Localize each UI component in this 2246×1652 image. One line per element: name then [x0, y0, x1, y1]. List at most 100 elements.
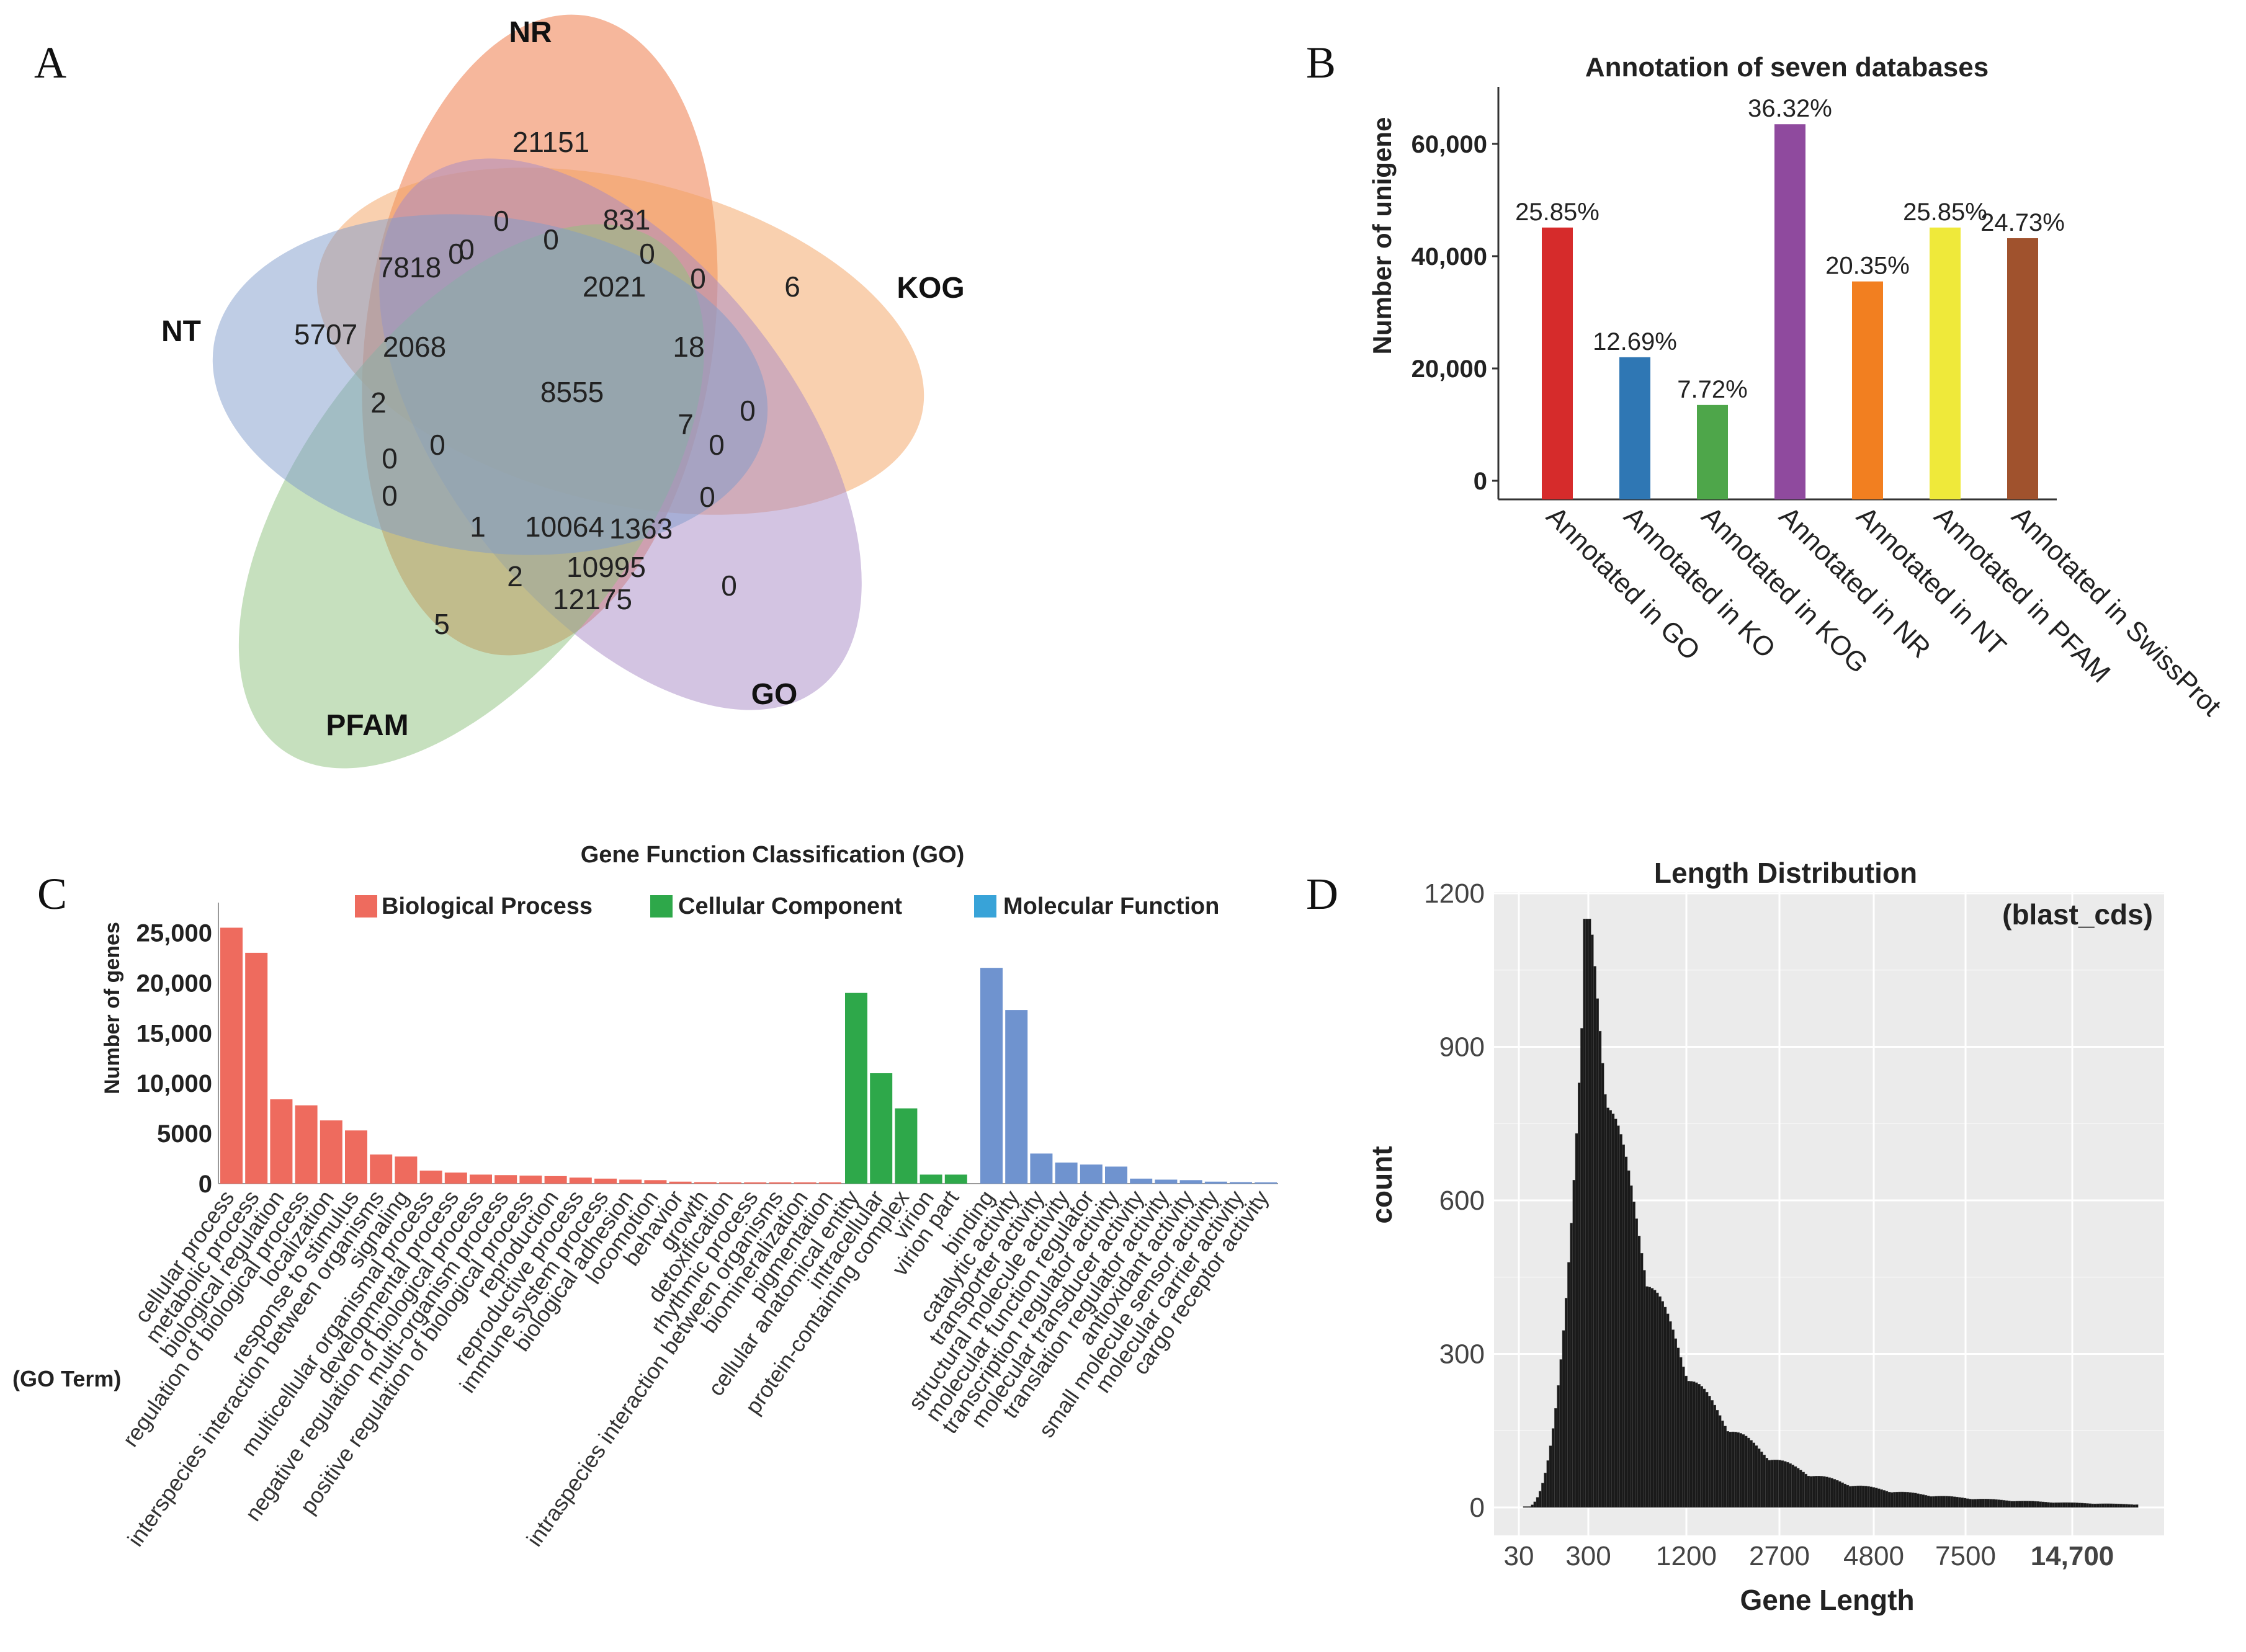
histogram-bar — [1838, 1481, 1841, 1508]
venn-count: 0 — [382, 442, 398, 475]
histogram-bar — [1937, 1496, 1941, 1508]
bar-interspecies-interaction-between-organisms — [370, 1154, 393, 1184]
histogram-bar — [1538, 1491, 1542, 1508]
histogram-bar — [1564, 1298, 1568, 1508]
histogram-bar — [1632, 1202, 1635, 1508]
histogram-bar — [2130, 1504, 2134, 1508]
bar-data-label: 25.85% — [1515, 199, 1599, 226]
venn-count: 0 — [740, 395, 756, 427]
histogram-bar — [2096, 1503, 2100, 1508]
bar-structural-molecule-activity — [1055, 1163, 1078, 1184]
histogram-bar — [2122, 1504, 2126, 1508]
histogram-bar — [1531, 1504, 1534, 1508]
histogram-bar — [2013, 1501, 2016, 1508]
venn-count: 0 — [699, 481, 715, 513]
histogram-bar — [1603, 1094, 1607, 1508]
venn-count: 1 — [470, 511, 486, 543]
histogram-bar — [2065, 1502, 2069, 1508]
histogram-bar — [2135, 1504, 2139, 1508]
histogram-bar — [2005, 1500, 2008, 1508]
histogram-bar — [1585, 919, 1589, 1508]
histogram-bar — [1895, 1491, 1899, 1508]
histogram-bar — [2020, 1501, 2024, 1508]
bar-positive-regulation-of-biological-process — [519, 1176, 542, 1184]
histogram-bar — [1648, 1287, 1652, 1508]
histogram-bar — [1601, 1063, 1604, 1508]
histogram-bar — [1694, 1382, 1698, 1508]
y-tick-label: 5000 — [157, 1120, 212, 1148]
bar-rhythmic-process — [744, 1182, 767, 1184]
histogram-bar — [1815, 1476, 1818, 1508]
histogram-bar — [1744, 1435, 1748, 1508]
venn-count: 7818 — [378, 251, 441, 284]
histogram-bar — [1955, 1496, 1959, 1508]
legend-label-biological-process: Biological Process — [382, 893, 593, 919]
histogram-bar — [2080, 1502, 2084, 1508]
bar-data-label: 24.73% — [1980, 209, 2065, 236]
bar-data-label: 36.32% — [1748, 95, 1832, 122]
histogram-bar — [1525, 1506, 1529, 1508]
histogram-bar — [1663, 1306, 1667, 1508]
histogram-bar — [1968, 1499, 1972, 1508]
histogram-bar — [1807, 1475, 1810, 1508]
histogram-bar — [2028, 1501, 2032, 1508]
histogram-bar — [1830, 1478, 1834, 1508]
venn-count: 2021 — [583, 270, 646, 303]
panel-letter-c: C — [37, 869, 67, 919]
bar-protein-containing-complex — [895, 1108, 918, 1184]
bar-multicellular-organismal-process — [419, 1170, 442, 1184]
panel-d: D Length Distribution count Gene Length … — [1306, 857, 2164, 1616]
y-tick-label: 300 — [1439, 1339, 1485, 1370]
bar-annotated-in-nt — [1852, 281, 1883, 499]
histogram-bar — [1544, 1473, 1547, 1508]
histogram-bar — [2018, 1501, 2021, 1508]
venn-count: 2 — [370, 386, 387, 419]
histogram-bar — [1551, 1428, 1555, 1508]
histogram-bar — [1549, 1445, 1552, 1508]
histogram-bar — [1713, 1404, 1717, 1508]
histogram-bar — [2015, 1501, 2019, 1508]
histogram-bar — [1593, 966, 1596, 1508]
histogram-bar — [1655, 1292, 1659, 1508]
histogram-bar — [2002, 1500, 2006, 1508]
histogram-bar — [1778, 1460, 1782, 1508]
chart-d-ylabel: count — [1366, 1146, 1398, 1223]
histogram-bar — [1559, 1359, 1563, 1508]
y-tick-label: 0 — [199, 1171, 212, 1198]
histogram-bar — [1828, 1477, 1831, 1508]
histogram-bar — [1575, 1133, 1578, 1508]
histogram-bar — [1789, 1463, 1792, 1508]
venn-count: 0 — [639, 238, 655, 270]
histogram-bar — [2044, 1502, 2047, 1508]
histogram-bar — [1707, 1396, 1711, 1508]
histogram-bar — [2031, 1501, 2034, 1508]
histogram-bar — [2085, 1503, 2089, 1508]
chart-b-title: Annotation of seven databases — [1585, 52, 1989, 83]
histogram-bar — [1731, 1431, 1735, 1508]
bar-growth — [694, 1182, 717, 1184]
bar-antioxidant-activity — [1179, 1180, 1202, 1184]
venn-count: 0 — [459, 233, 475, 266]
histogram-bar — [1854, 1486, 1857, 1508]
histogram-bar — [1724, 1426, 1727, 1508]
histogram-bar — [1994, 1499, 1998, 1508]
histogram-bar — [1953, 1496, 1956, 1508]
histogram-bar — [1786, 1462, 1789, 1508]
histogram-bar — [1570, 1223, 1573, 1508]
histogram-bar — [1679, 1357, 1683, 1508]
histogram-bar — [1992, 1499, 1995, 1508]
histogram-bar — [2119, 1504, 2123, 1508]
bar-response-to-stimulus — [345, 1130, 367, 1184]
histogram-bar — [1619, 1134, 1622, 1508]
venn-count: 8555 — [540, 376, 604, 408]
histogram-bar — [2049, 1502, 2052, 1508]
venn-count: 2 — [507, 560, 523, 592]
histogram-bar — [1940, 1496, 1943, 1508]
bar-multi-organism-process — [494, 1175, 517, 1184]
histogram-bar — [1734, 1432, 1737, 1508]
histogram-bar — [1674, 1338, 1678, 1508]
histogram-bar — [2070, 1502, 2074, 1508]
histogram-bar — [1768, 1460, 1771, 1508]
histogram-bar — [2132, 1504, 2136, 1508]
